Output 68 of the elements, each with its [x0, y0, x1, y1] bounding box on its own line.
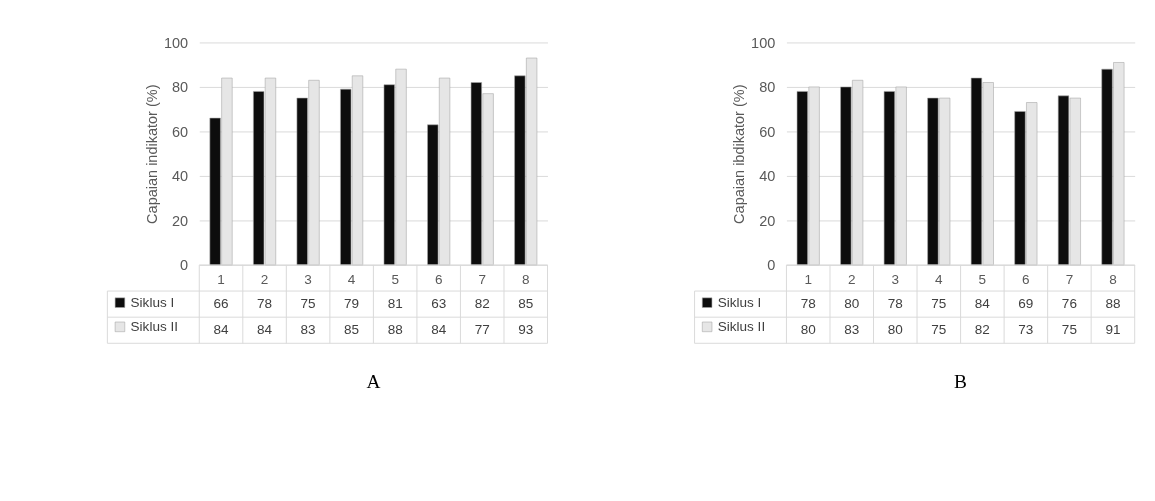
x-tick-label: 4: [935, 271, 944, 287]
data-label: 84: [431, 322, 447, 338]
x-tick-label: 1: [217, 271, 225, 287]
data-label: 81: [387, 295, 403, 311]
data-label: 75: [1061, 322, 1077, 338]
x-tick-label: 6: [434, 271, 443, 287]
x-tick-label: 3: [304, 271, 312, 287]
data-label: 84: [974, 295, 991, 311]
y-tick-label: 80: [172, 79, 189, 96]
y-tick-label: 0: [767, 257, 776, 274]
data-label: 79: [344, 295, 360, 311]
x-tick-label: 8: [521, 271, 530, 287]
x-tick-label: 8: [1109, 271, 1117, 287]
data-label: 82: [474, 295, 490, 311]
y-tick-label: 60: [172, 123, 189, 140]
data-label: 83: [300, 322, 316, 338]
data-label: 80: [800, 322, 816, 338]
legend-label: Siklus II: [130, 318, 178, 334]
data-label: 80: [887, 322, 903, 338]
y-axis-title: Capaian ibdikator (%): [731, 84, 748, 224]
y-tick-label: 60: [759, 123, 776, 140]
data-label: 75: [931, 295, 947, 311]
y-axis-title: Capaian indikator (%): [144, 84, 161, 224]
text: B: [954, 370, 968, 392]
x-tick-label: 7: [1065, 271, 1074, 287]
x-tick-label: 2: [260, 271, 269, 287]
x-tick-label: 2: [847, 271, 856, 287]
y-tick-label: 40: [172, 168, 189, 185]
y-tick-label: 80: [759, 79, 776, 96]
y-tick-label: 40: [759, 168, 776, 185]
data-label: 93: [518, 322, 534, 338]
data-label: 78: [887, 295, 903, 311]
data-label: 85: [518, 295, 534, 311]
text: A: [366, 370, 381, 392]
x-tick-label: 6: [1022, 271, 1030, 287]
x-tick-label: 5: [978, 271, 987, 287]
data-label: 77: [474, 322, 490, 338]
data-label: 83: [844, 322, 860, 338]
y-tick-label: 100: [751, 34, 776, 51]
data-label: 82: [974, 322, 990, 338]
x-tick-label: 1: [804, 271, 812, 287]
x-tick-label: 3: [891, 271, 900, 287]
data-label: 73: [1018, 322, 1034, 338]
data-label: 63: [431, 295, 447, 311]
data-label: 76: [1061, 295, 1077, 311]
data-label: 88: [387, 322, 403, 338]
legend-label: Siklus II: [717, 318, 766, 334]
data-label: 80: [844, 295, 860, 311]
y-tick-label: 20: [172, 212, 189, 229]
data-label: 91: [1105, 322, 1121, 338]
x-tick-label: 4: [347, 271, 356, 287]
data-label: 85: [344, 322, 360, 338]
data-label: 88: [1105, 295, 1121, 311]
x-tick-label: 5: [391, 271, 399, 287]
data-label: 75: [300, 295, 316, 311]
y-tick-label: 0: [180, 257, 189, 274]
y-tick-label: 20: [759, 212, 776, 229]
data-label: 78: [257, 295, 273, 311]
x-tick-label: 7: [478, 271, 486, 287]
y-tick-label: 100: [163, 34, 189, 51]
legend-label: Siklus I: [717, 294, 762, 310]
data-label: 75: [931, 322, 947, 338]
data-label: 69: [1018, 295, 1034, 311]
data-label: 66: [213, 295, 229, 311]
data-label: 78: [800, 295, 816, 311]
data-label: 84: [257, 322, 273, 338]
data-label: 84: [213, 322, 230, 338]
legend-label: Siklus I: [130, 294, 175, 310]
